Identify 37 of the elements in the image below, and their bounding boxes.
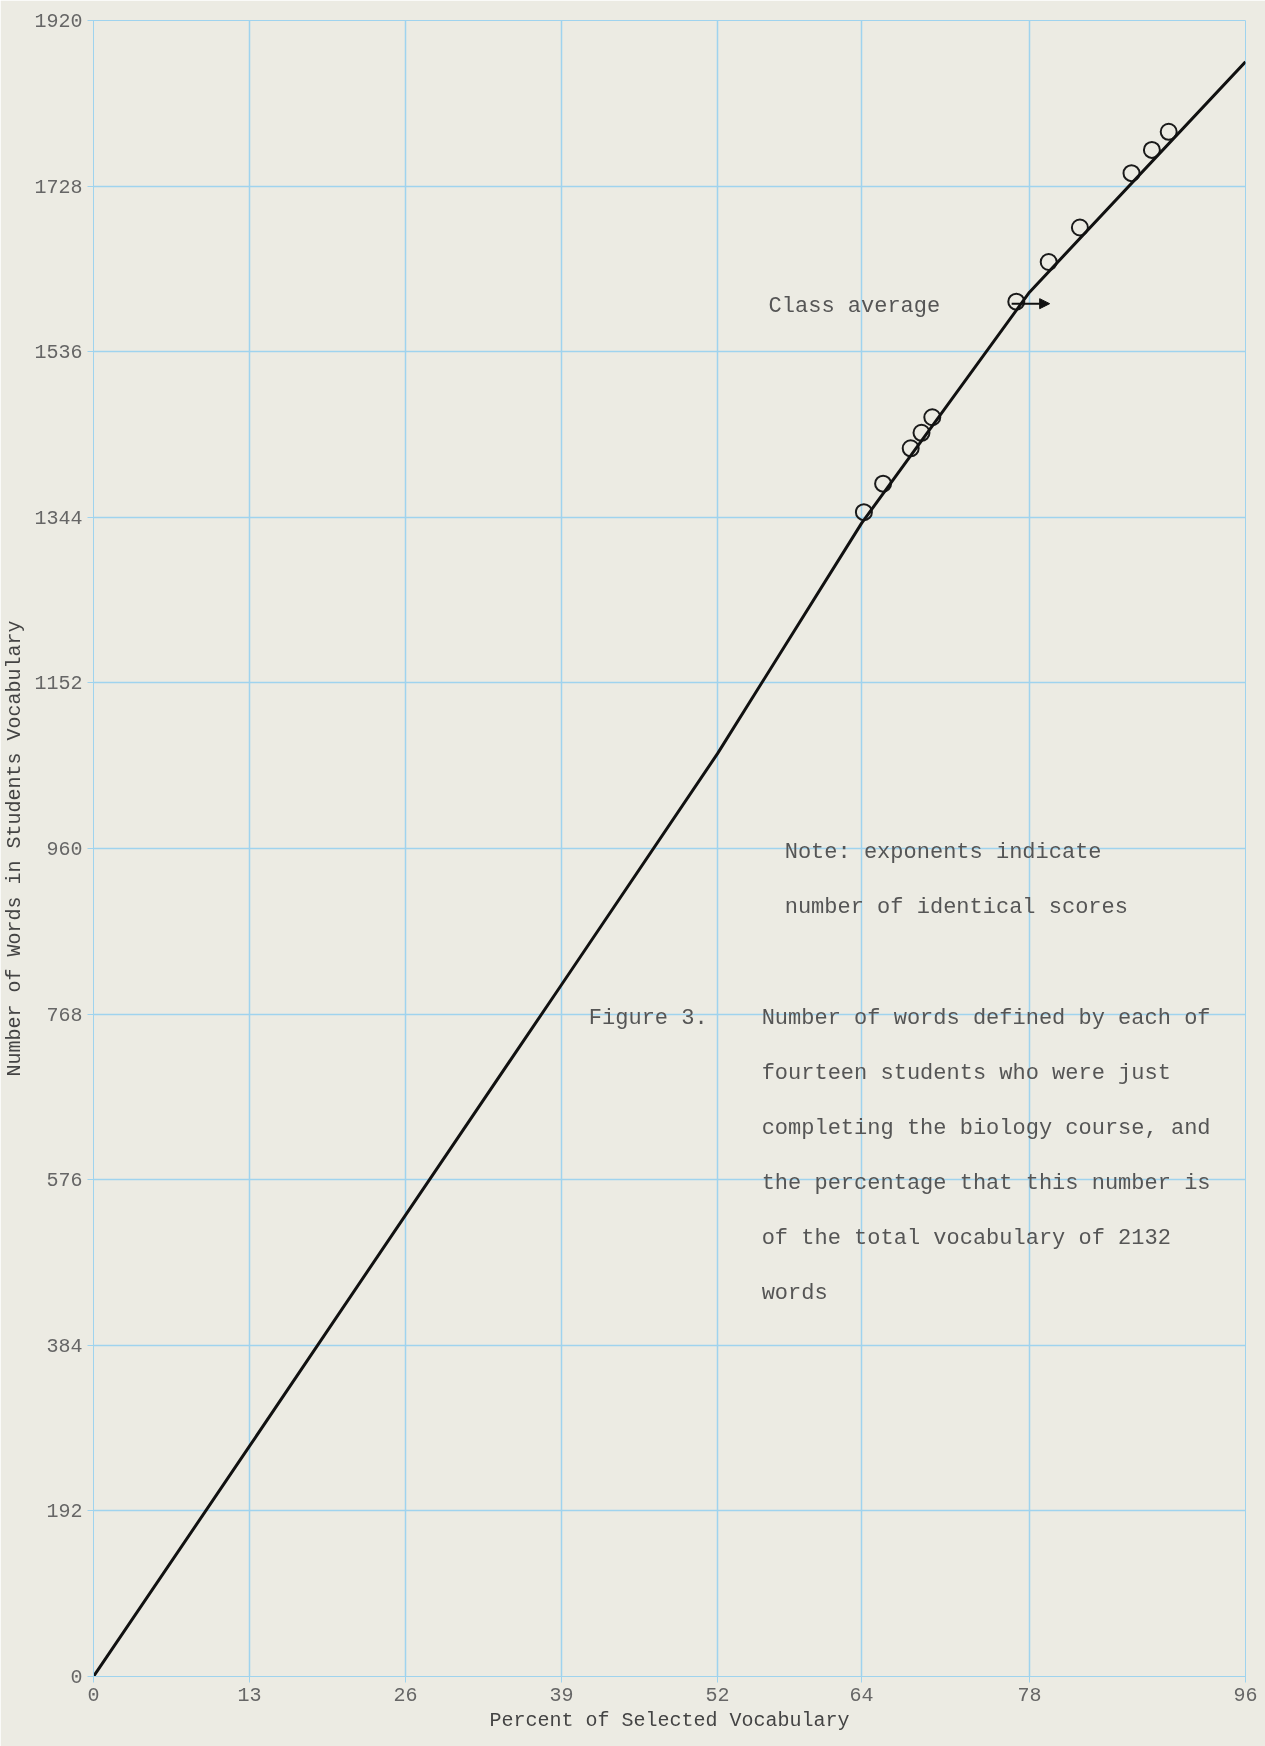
y-tick-label: 384 bbox=[46, 1334, 83, 1358]
y-tick-label: 960 bbox=[46, 838, 83, 861]
y-tick-label: 1920 bbox=[34, 10, 83, 33]
point bbox=[1142, 140, 1161, 159]
x-axis-title: Percent of Selected Vocabulary bbox=[489, 1708, 850, 1732]
x-tick-label: 13 bbox=[237, 1683, 262, 1707]
x-tick-label: 78 bbox=[1017, 1683, 1042, 1707]
y-axis-title: Number of Words in Students Vocabulary bbox=[3, 620, 27, 1077]
point bbox=[874, 474, 893, 493]
y-tick-label: 576 bbox=[46, 1169, 83, 1193]
point bbox=[1007, 292, 1026, 311]
text: Note: exponents indicate number of identical scores bbox=[784, 840, 1128, 921]
y-tick-label: 192 bbox=[46, 1500, 83, 1524]
point bbox=[901, 439, 920, 458]
point bbox=[912, 423, 931, 442]
y-tick-label: 0 bbox=[70, 1666, 83, 1689]
x-tick-label: 52 bbox=[705, 1683, 730, 1707]
point bbox=[1159, 122, 1178, 141]
text: Number of words defined by each of fourteen students who were just completing the biology course, and the percentage that this number is of the total vocabulary of 2132 words bbox=[761, 1005, 1211, 1306]
y-tick-label: 1728 bbox=[34, 175, 83, 199]
point bbox=[1070, 218, 1089, 237]
point bbox=[923, 408, 942, 427]
y-tick-label: 1152 bbox=[34, 672, 83, 696]
y-tick-label: 1536 bbox=[34, 341, 83, 365]
x-tick-label: 39 bbox=[549, 1683, 574, 1707]
point bbox=[854, 503, 873, 522]
x-tick-label: 0 bbox=[87, 1683, 100, 1707]
y-tick-label: 1344 bbox=[34, 506, 83, 530]
y-tick-label: 768 bbox=[46, 1003, 83, 1027]
point bbox=[1039, 253, 1058, 271]
x-tick-label: 96 bbox=[1233, 1683, 1258, 1707]
annotation: Figure 3. bbox=[588, 1005, 708, 1031]
annotation: Class average bbox=[768, 293, 941, 319]
line-series bbox=[93, 60, 1246, 1677]
x-tick-label: 26 bbox=[393, 1683, 418, 1707]
x-tick-label: 64 bbox=[849, 1683, 874, 1707]
point bbox=[1122, 164, 1141, 183]
